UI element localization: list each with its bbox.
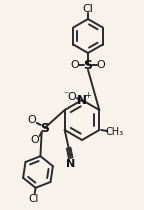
Text: CH₃: CH₃ [105,127,123,137]
Text: +: + [85,91,91,100]
Text: N: N [66,159,75,169]
Text: O: O [68,92,76,102]
Text: O: O [97,60,105,70]
Text: Cl: Cl [29,194,39,204]
Text: S: S [40,122,49,134]
Text: O: O [30,135,39,145]
Text: ⁻: ⁻ [64,90,69,100]
Text: Cl: Cl [83,4,93,14]
Text: O: O [27,115,36,125]
Text: S: S [84,59,92,71]
Text: N: N [77,93,87,106]
Text: O: O [71,60,79,70]
